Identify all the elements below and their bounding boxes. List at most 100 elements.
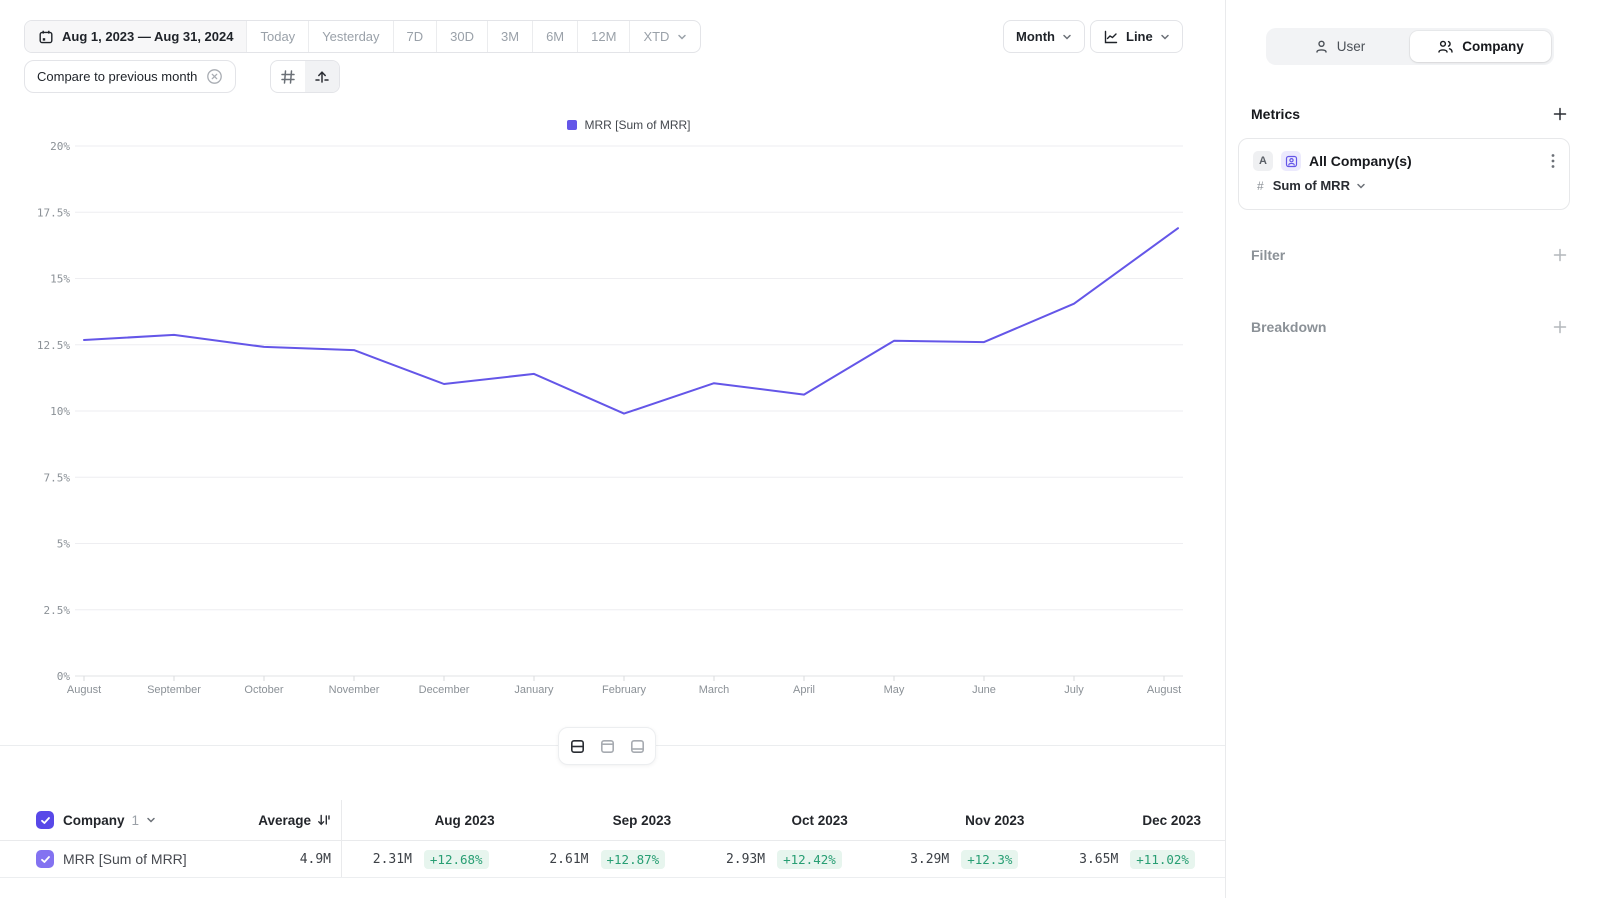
average-sort-button[interactable]: Average: [258, 813, 331, 828]
preset-3m[interactable]: 3M: [487, 21, 532, 52]
svg-text:November: November: [329, 684, 380, 696]
grid-hash-icon: [280, 69, 296, 85]
users-group-icon: [1437, 39, 1454, 54]
month-column-header: Dec 2023: [1142, 812, 1201, 828]
chevron-down-icon: [677, 32, 687, 42]
delta-badge: +12.42%: [777, 849, 842, 869]
svg-text:2.5%: 2.5%: [44, 604, 71, 617]
preset-yesterday[interactable]: Yesterday: [308, 21, 392, 52]
row-label-cell: MRR [Sum of MRR] 4.9M: [0, 841, 342, 877]
chart-type-dropdown[interactable]: Line: [1090, 20, 1183, 53]
metric-card[interactable]: A All Company(s) # Sum of MRR: [1238, 138, 1570, 210]
entity-column-dropdown[interactable]: Company 1: [63, 813, 156, 828]
table-row: MRR [Sum of MRR] 4.9M 2.31M +12.68% 2.61…: [0, 841, 1225, 878]
svg-text:January: January: [514, 684, 554, 696]
row-checkbox[interactable]: [36, 850, 54, 868]
metric-series-badge: A: [1253, 151, 1273, 171]
delta-badge: +12.87%: [600, 849, 666, 869]
company-badge-icon: [1281, 151, 1301, 171]
preset-6m[interactable]: 6M: [532, 21, 577, 52]
delta-badge: +12.3%: [961, 849, 1019, 869]
compare-chip-label: Compare to previous month: [37, 69, 198, 84]
chevron-down-icon: [1062, 32, 1072, 42]
svg-text:April: April: [793, 684, 815, 696]
filter-section-title: Filter: [1251, 247, 1286, 263]
svg-text:October: October: [244, 684, 283, 696]
month-column-header: Sep 2023: [612, 812, 672, 828]
chevron-down-icon: [1356, 181, 1366, 191]
chart-type-label: Line: [1126, 29, 1153, 44]
month-column-header: Nov 2023: [965, 812, 1025, 828]
breakdown-section-title: Breakdown: [1251, 319, 1327, 335]
svg-text:June: June: [972, 684, 996, 696]
toggle-user[interactable]: User: [1269, 31, 1410, 62]
chart-option-toggles: [270, 60, 340, 93]
svg-text:17.5%: 17.5%: [37, 206, 70, 219]
date-range-button[interactable]: Aug 1, 2023 — Aug 31, 2024: [25, 21, 247, 52]
aggregation-dropdown[interactable]: Sum of MRR: [1273, 178, 1366, 193]
date-range-group: Aug 1, 2023 — Aug 31, 2024 Today Yesterd…: [24, 20, 702, 53]
svg-text:0%: 0%: [57, 670, 71, 683]
preset-xtd-dropdown[interactable]: XTD: [629, 21, 700, 52]
results-table: Company 1 Average: [0, 800, 1225, 878]
user-icon: [1314, 39, 1329, 54]
value-cell: 2.93M +12.42%: [695, 841, 872, 877]
kebab-menu-icon[interactable]: [1551, 153, 1555, 169]
chart-only-view-icon: [599, 738, 616, 755]
preset-12m[interactable]: 12M: [577, 21, 629, 52]
value-cell: 3.65M +11.02%: [1048, 841, 1225, 877]
svg-text:5%: 5%: [57, 538, 71, 551]
svg-text:March: March: [699, 684, 730, 696]
granularity-dropdown[interactable]: Month: [1003, 20, 1085, 53]
compare-chip[interactable]: Compare to previous month: [24, 60, 237, 93]
value-cell: 2.61M +12.87%: [519, 841, 696, 877]
date-range-label: Aug 1, 2023 — Aug 31, 2024: [62, 29, 234, 44]
sort-descending-icon: [317, 813, 331, 827]
svg-text:August: August: [1147, 684, 1181, 696]
report-main-panel: Aug 1, 2023 — Aug 31, 2024 Today Yesterd…: [0, 20, 1225, 878]
layout-chart-only-button[interactable]: [593, 732, 621, 760]
legend-label[interactable]: MRR [Sum of MRR]: [584, 118, 691, 132]
select-all-checkbox[interactable]: [36, 811, 54, 829]
svg-text:10%: 10%: [50, 405, 70, 418]
split-view-icon: [569, 738, 586, 755]
svg-text:September: September: [147, 684, 201, 696]
entity-count: 1: [131, 812, 140, 828]
svg-text:July: July: [1064, 684, 1084, 696]
numeric-type-icon: #: [1257, 178, 1264, 193]
svg-text:December: December: [419, 684, 470, 696]
value-cell: 3.29M +12.3%: [872, 841, 1049, 877]
close-circle-icon[interactable]: [206, 68, 223, 85]
add-breakdown-button[interactable]: [1552, 319, 1568, 335]
table-header-entity-cell: Company 1 Average: [0, 800, 342, 840]
arrow-up-baseline-icon: [314, 69, 330, 85]
metric-name: All Company(s): [1309, 153, 1412, 169]
add-filter-button[interactable]: [1552, 247, 1568, 263]
line-chart-canvas[interactable]: 20%17.5%15%12.5%10%7.5%5%2.5%0%August Sep…: [0, 140, 1225, 710]
preset-7d[interactable]: 7D: [392, 21, 437, 52]
chart-legend: MRR [Sum of MRR]: [75, 118, 1183, 132]
calendar-icon: [38, 29, 54, 45]
delta-badge: +11.02%: [1130, 849, 1195, 869]
svg-text:7.5%: 7.5%: [44, 471, 71, 484]
layout-table-only-button[interactable]: [623, 732, 651, 760]
metric-row-label: MRR [Sum of MRR]: [63, 851, 187, 867]
row-average-value: 4.9M: [299, 851, 331, 867]
growth-arrow-toggle-button[interactable]: [305, 61, 339, 92]
legend-swatch: [567, 120, 578, 130]
toggle-company[interactable]: Company: [1410, 31, 1551, 62]
layout-switcher: [558, 727, 656, 765]
table-only-view-icon: [629, 738, 646, 755]
chevron-down-icon: [1160, 32, 1170, 42]
add-metric-button[interactable]: [1552, 106, 1568, 122]
layout-split-button[interactable]: [563, 732, 591, 760]
svg-text:12.5%: 12.5%: [37, 339, 70, 352]
svg-text:May: May: [884, 684, 905, 696]
grid-toggle-button[interactable]: [271, 61, 305, 92]
chevron-down-icon: [146, 815, 156, 825]
preset-30d[interactable]: 30D: [436, 21, 487, 52]
preset-today[interactable]: Today: [246, 21, 308, 52]
svg-text:February: February: [602, 684, 647, 696]
svg-text:August: August: [67, 684, 101, 696]
